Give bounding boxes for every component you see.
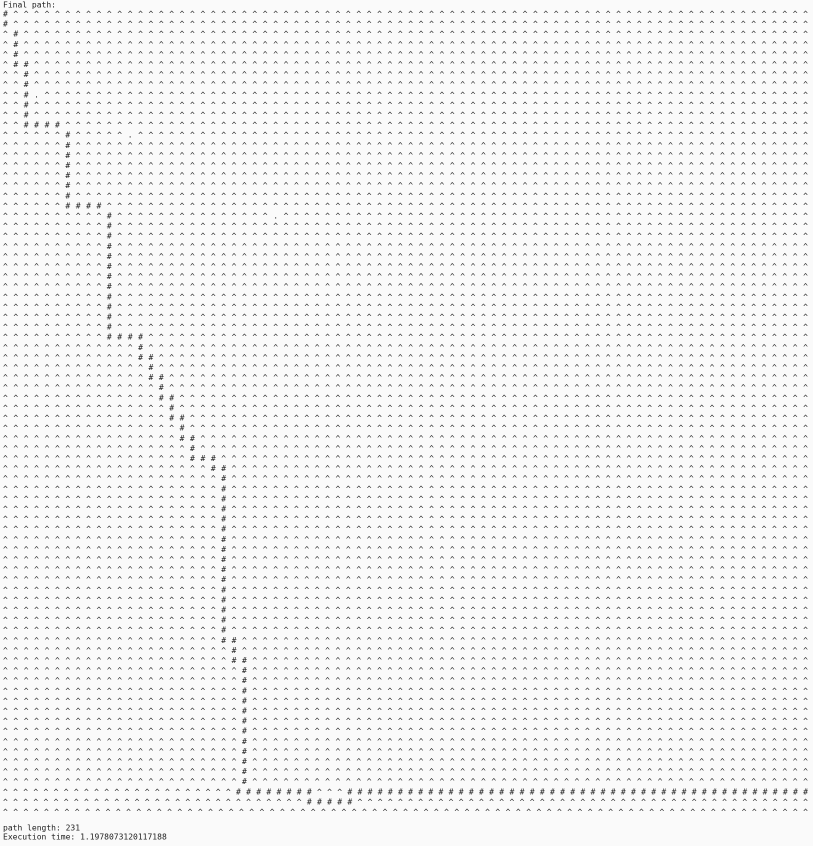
- grid-row: ^^#^^^^^^^^^^^^^^^^^^^^^^^^^^^^^^^^^^^^^…: [3, 80, 808, 89]
- grid-row: ^^^^^^^^^^^^^^##^^^^^^^^^^^^^^^^^^^^^^^^…: [3, 373, 808, 382]
- grid-row: ^^^^^^^^^^^^^^^^^^^^^#^^^^^^^^^^^^^^^^^^…: [3, 504, 808, 513]
- grid-row: ^^^^^^^^^^####^^^^^^^^^^^^^^^^^^^^^^^^^^…: [3, 333, 808, 342]
- grid-row: ^^^^^^^^^^^^^^^^^^^^^^^#^^^^^^^^^^^^^^^^…: [3, 696, 808, 705]
- grid-row: ^^^^^^^^^^^^^^^^^^^^^^^#^^^^^^^^^^^^^^^^…: [3, 676, 808, 685]
- grid-row: ^^^^^^####^^^^^^^^^^^^^^^^^^^^^^^^^^^^^^…: [3, 201, 808, 210]
- grid-row: ^^^^^^^^^^^^^^^^^^^^^^^#^^^^^^^^^^^^^^^^…: [3, 686, 808, 695]
- grid-row: ^^^^^^^^^^^^^^^^^^^^^#^^^^^^^^^^^^^^^^^^…: [3, 484, 808, 493]
- grid-row: ^^^^^^^^^^^^^^^^^^^^^#^^^^^^^^^^^^^^^^^^…: [3, 585, 808, 594]
- grid-row: ^^^^^^^^^^^^^^^^^^^^^#^^^^^^^^^^^^^^^^^^…: [3, 616, 808, 625]
- grid-row: ^^^^^^^^^^#^^^^^^^^^^^^^^^^^^^^^^^^^^^^^…: [3, 323, 808, 332]
- grid-row: ^^^^^^#^^^^^^^^^^^^^^^^^^^^^^^^^^^^^^^^^…: [3, 181, 808, 190]
- grid-row: ^^^^^^^^^^#^^^^^^^^^^^^^^^.^^^^^^^^^^^^^…: [3, 212, 808, 221]
- grid-row: ^^^^^^^^^^^^^^^^^^^^^#^^^^^^^^^^^^^^^^^^…: [3, 515, 808, 524]
- grid-row: ^^^^^^#^^^^^^^^^^^^^^^^^^^^^^^^^^^^^^^^^…: [3, 171, 808, 180]
- path-length: path length: 231: [3, 824, 80, 833]
- grid-row: ^^^^^^^^^^^^^^^^^^^^^#^^^^^^^^^^^^^^^^^^…: [3, 525, 808, 534]
- execution-time: Execution time: 1.1978073120117188: [3, 833, 167, 842]
- grid-row: ^^^^^^^^^^^^^^^^^^^^^##^^^^^^^^^^^^^^^^^…: [3, 636, 808, 645]
- grid-row: ^^^^^^^^^^^^^^^^^^^^^^^^^^^^^^#####^^^^^…: [3, 797, 808, 806]
- grid-row: ^^^^^^^^^^^^^^^^^^^^^#^^^^^^^^^^^^^^^^^^…: [3, 535, 808, 544]
- grid-row: ^^#.^^^^^^^^^^^^^^^^^^^^^^^^^^^^^^^^^^^^…: [3, 90, 808, 99]
- grid-row: ^#^^^^^^^^^^^^^^^^^^^^^^^^^^^^^^^^^^^^^^…: [3, 40, 808, 49]
- grid-row: ^^^^^^#^^^^^^^^^^^^^^^^^^^^^^^^^^^^^^^^^…: [3, 141, 808, 150]
- grid-row: ^^^^^^^^^^^^^^^^^^^^^#^^^^^^^^^^^^^^^^^^…: [3, 575, 808, 584]
- grid-row: ^^^^^^^^^^#^^^^^^^^^^^^^^^^^^^^^^^^^^^^^…: [3, 242, 808, 251]
- grid-row: ^^^^^^^^^^^^^^^^^##^^^^^^^^^^^^^^^^^^^^^…: [3, 434, 808, 443]
- grid-row: ^^^^^^^^^^^^^^^^^^^^^^##^^^^^^^^^^^^^^^^…: [3, 656, 808, 665]
- grid-row: ^^^^^^^^^^^^^^^^^^^^^^^^^^^^^^^^^^^^^^^^…: [3, 808, 808, 817]
- grid-row: ^^^^^^^^^^#^^^^^^^^^^^^^^^^^^^^^^^^^^^^^…: [3, 292, 808, 301]
- grid-row: ^^^^^^^^^^^^^^^^^^###^^^^^^^^^^^^^^^^^^^…: [3, 454, 808, 463]
- grid-row: ^^^^^^^^^^^^^^^^^^^^^^^#^^^^^^^^^^^^^^^^…: [3, 767, 808, 776]
- grid-row: ^^^^^^^^^^^^^^^^^^^^^#^^^^^^^^^^^^^^^^^^…: [3, 474, 808, 483]
- grid-row: ^^#^^^^^^^^^^^^^^^^^^^^^^^^^^^^^^^^^^^^^…: [3, 70, 808, 79]
- grid-row: ^^^^^^#^^^^^.^^^^^^^^^^^^^^^^^^^^^^^^^^^…: [3, 131, 808, 140]
- grid-row: ^^^^^^^^^^^^^^^^^^^^##^^^^^^^^^^^^^^^^^^…: [3, 464, 808, 473]
- grid-row: ^^^^^^#^^^^^^^^^^^^^^^^^^^^^^^^^^^^^^^^^…: [3, 161, 808, 170]
- grid-row: ^^^^^^^^^^^^^^#^^^^^^^^^^^^^^^^^^^^^^^^^…: [3, 363, 808, 372]
- grid-row: #^^^^^^^^^^^^^^^^^^^^^^^^^^^^^^^^^^^^^^^…: [3, 20, 808, 29]
- grid-row: ^^^^^^^^^^^^^^^^^^^^^^^#^^^^^^^^^^^^^^^^…: [3, 666, 808, 675]
- grid-row: ^^^^^^^^^^^^^^^^^^^^^#^^^^^^^^^^^^^^^^^^…: [3, 565, 808, 574]
- grid-row: #^^^^^^^^^^^^^^^^^^^^^^^^^^^^^^^^^^^^^^^…: [3, 10, 808, 19]
- grid-row: ^^^^^^^^^^^^^^^^^^^^^^^#^^^^^^^^^^^^^^^^…: [3, 737, 808, 746]
- grid-row: ^^####^^^^^^^^^^^^^^^^^^^^^^^^^^^^^^^^^^…: [3, 121, 808, 130]
- grid-row: ^^^^^^^^^^^^^^^^^^^^^#^^^^^^^^^^^^^^^^^^…: [3, 545, 808, 554]
- title: Final path:: [3, 1, 56, 10]
- grid-row: ^^^^^^^^^^#^^^^^^^^^^^^^^^^^^^^^^^^^^^^^…: [3, 262, 808, 271]
- grid-row: ^^^^^^^^^^^^^^^#^^^^^^^^^^^^^^^^^^^^^^^^…: [3, 383, 808, 392]
- grid-row: ^^^^^^^^^^^^^^^^^^^^^^^#^^^^^^^^^^^^^^^^…: [3, 747, 808, 756]
- grid-row: ^^^^^^^^^^^^^^^^^^^^^#^^^^^^^^^^^^^^^^^^…: [3, 494, 808, 503]
- grid-row: ^^^^^^^^^^#^^^^^^^^^^^^^^^^^^^^^^^^^^^^^…: [3, 222, 808, 231]
- grid-row: ^#^^^^^^^^^^^^^^^^^^^^^^^^^^^^^^^^^^^^^^…: [3, 30, 808, 39]
- grid-row: ^^^^^^^^^^^^^^^^#^^^^^^^^^^^^^^^^^^^^^^^…: [3, 403, 808, 412]
- grid-row: ^^^^^^^^^^^^^^^^^^^^^^^########^^^######…: [3, 787, 808, 796]
- grid-row: ^##^^^^^^^^^^^^^^^^^^^^^^^^^^^^^^^^^^^^^…: [3, 60, 808, 69]
- grid-row: ^^^^^^^^^^#^^^^^^^^^^^^^^^^^^^^^^^^^^^^^…: [3, 313, 808, 322]
- grid-row: ^^^^^^^^^^^^^##^^^^^^^^^^^^^^^^^^^^^^^^^…: [3, 353, 808, 362]
- path-grid: #^^^^^^^^^^^^^^^^^^^^^^^^^^^^^^^^^^^^^^^…: [3, 10, 808, 817]
- grid-row: ^^^^^^^^^^#^^^^^^^^^^^^^^^^^^^^^^^^^^^^^…: [3, 282, 808, 291]
- grid-row: ^^^^^^^^^^^^^^^^^^^^^#^^^^^^^^^^^^^^^^^^…: [3, 626, 808, 635]
- grid-row: ^^^^^^^^^^^^^^^^^^^^^^^#^^^^^^^^^^^^^^^^…: [3, 727, 808, 736]
- grid-row: ^^#^^^^^^^^^^^^^^^^^^^^^^^^^^^^^^^^^^^^^…: [3, 100, 808, 109]
- grid-row: ^^^^^^^^^^^^^^^^^^^^^^^#^^^^^^^^^^^^^^^^…: [3, 717, 808, 726]
- grid-row: ^^^^^^^^^^^^^^^##^^^^^^^^^^^^^^^^^^^^^^^…: [3, 393, 808, 402]
- grid-row: ^^^^^^^^^^^^^^^^^^^^^^^#^^^^^^^^^^^^^^^^…: [3, 706, 808, 715]
- grid-row: ^^^^^^^^^^^^^^^^^^#^^^^^^^^^^^^^^^^^^^^^…: [3, 444, 808, 453]
- grid-row: ^^^^^^^^^^^^^^^^^^^^^#^^^^^^^^^^^^^^^^^^…: [3, 595, 808, 604]
- grid-row: ^^^^^^^^^^^^^^^^^^^^^#^^^^^^^^^^^^^^^^^^…: [3, 555, 808, 564]
- grid-row: ^^^^^^^^^^#^^^^^^^^^^^^^^^^^^^^^^^^^^^^^…: [3, 252, 808, 261]
- grid-row: ^^^^^^^^^^#^^^^^^^^^^^^^^^^^^^^^^^^^^^^^…: [3, 272, 808, 281]
- grid-row: ^^^^^^^^^^^^^^^^^#^^^^^^^^^^^^^^^^^^^^^^…: [3, 424, 808, 433]
- grid-row: ^^^^^^^^^^^^^^^^^^^^^^^#^^^^^^^^^^^^^^^^…: [3, 757, 808, 766]
- grid-row: ^^^^^^^^^^#^^^^^^^^^^^^^^^^^^^^^^^^^^^^^…: [3, 232, 808, 241]
- grid-row: ^^#^^^^^^^^^^^^^^^^^^^^^^^^^^^^^^^^^^^^^…: [3, 111, 808, 120]
- grid-row: ^#^^^^^^^^^^^^^^^^^^^^^^^^^^^^^^^^^^^^^^…: [3, 50, 808, 59]
- grid-row: ^^^^^^^^^^^^^^^^##^^^^^^^^^^^^^^^^^^^^^^…: [3, 414, 808, 423]
- grid-row: ^^^^^^^^^^^^^#^^^^^^^^^^^^^^^^^^^^^^^^^^…: [3, 343, 808, 352]
- grid-row: ^^^^^^^^^^^^^^^^^^^^^#^^^^^^^^^^^^^^^^^^…: [3, 605, 808, 614]
- grid-row: ^^^^^^#^^^^^^^^^^^^^^^^^^^^^^^^^^^^^^^^^…: [3, 151, 808, 160]
- grid-row: ^^^^^^^^^^^^^^^^^^^^^^^#^^^^^^^^^^^^^^^^…: [3, 777, 808, 786]
- grid-row: ^^^^^^^^^^^^^^^^^^^^^^#^^^^^^^^^^^^^^^^^…: [3, 646, 808, 655]
- grid-row: ^^^^^^^^^^#^^^^^^^^^^^^^^^^^^^^^^^^^^^^^…: [3, 302, 808, 311]
- grid-row: ^^^^^^#^^^^^^^^^^^^^^^^^^^^^^^^^^^^^^^^^…: [3, 191, 808, 200]
